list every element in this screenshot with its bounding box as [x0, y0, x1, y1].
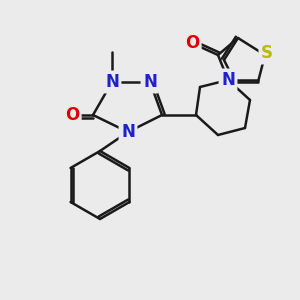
Text: N: N: [121, 123, 135, 141]
Text: N: N: [221, 71, 235, 89]
Text: N: N: [143, 73, 157, 91]
Text: N: N: [105, 73, 119, 91]
Text: O: O: [65, 106, 79, 124]
Text: O: O: [185, 34, 199, 52]
Text: S: S: [261, 44, 273, 62]
